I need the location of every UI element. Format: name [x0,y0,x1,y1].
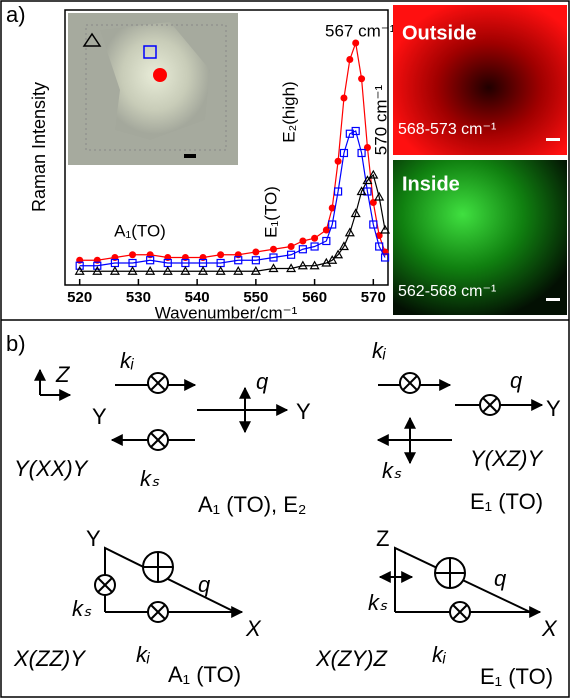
maps: Outside 568-573 cm⁻¹ Inside 562-568 cm⁻¹ [393,5,567,315]
inset-photo [68,13,238,165]
diagram-label: Z [55,362,71,387]
point [340,95,347,102]
diagram-label: kᵢ [372,338,386,363]
annotation: A₁(TO) [114,221,166,240]
diagram-label: Y [296,399,311,424]
diagram-label: kᵢ [136,642,150,667]
point [352,40,359,47]
diagram-label: q [256,369,269,394]
diagram-label: kₛ [382,458,402,483]
diagram-label: A₁ (TO) [168,662,241,687]
diagram-label: X [245,616,262,641]
scale-bar [546,138,560,141]
diagram-label: A₁ (TO), E₂ [198,492,306,517]
point [270,246,277,253]
point [346,56,353,63]
diagram-label: kₛ [368,590,388,615]
scale-bar [184,154,196,158]
annotation: E₁(TO) [261,186,280,238]
diagram-label: Z [376,526,389,551]
x-tick-label: 560 [302,289,327,306]
diagram-label: q [198,572,211,597]
annotation: 567 cm⁻¹ [325,21,396,40]
circle-marker [153,68,167,82]
map-range: 562-568 cm⁻¹ [398,283,496,300]
x-tick-label: 570 [361,289,386,306]
diagram-label: kₛ [140,466,160,491]
figure: a) b) Raman Intensity Wavenumber/cm⁻¹ 52… [0,0,570,698]
diagram-label: Y(XX)Y [14,456,89,481]
map-range: 568-573 cm⁻¹ [398,121,496,138]
diagram-label: X(ZZ)Y [13,646,86,671]
point [129,251,136,258]
point [311,235,318,242]
panel-label: b) [6,331,26,356]
diagram-label: kᵢ [432,642,446,667]
diagram-label: X [541,616,558,641]
diagram: Z Y kᵢ q Y Y(XX)Y kₛ A₁ (TO), E₂ kᵢ q Y … [13,338,561,689]
scale-bar [546,298,560,301]
point [299,238,306,245]
diagram-label: Y(XZ)Y [470,446,543,471]
diagram-label: q [510,368,523,393]
diagram-label: q [494,566,507,591]
diagram-label: kₛ [72,596,92,621]
diagram-label: kᵢ [120,348,134,373]
diagram-label: E₁ (TO) [470,489,543,514]
y-axis-label: Raman Intensity [29,82,49,212]
annotation: 570 cm⁻¹ [371,84,390,155]
x-tick-label: 550 [243,289,268,306]
x-tick-label: 530 [126,289,151,306]
diagram-label: E₁ (TO) [480,664,553,689]
diagram-label: Y [546,396,561,421]
diagram-label: Y [86,526,101,551]
x-tick-label: 520 [67,289,92,306]
annotation: E₂(high) [279,81,298,142]
point [288,243,295,250]
point [335,158,342,165]
point [217,251,224,258]
diagram-label: Y [92,404,107,429]
map-title: Outside [402,22,476,44]
x-axis-label: Wavenumber/cm⁻¹ [155,303,298,322]
map-title: Inside [402,173,460,195]
x-tick-label: 540 [185,289,210,306]
point [358,75,365,82]
point [252,249,259,256]
diagram-label: X(ZY)Z [315,646,388,671]
panel-label: a) [6,2,26,27]
